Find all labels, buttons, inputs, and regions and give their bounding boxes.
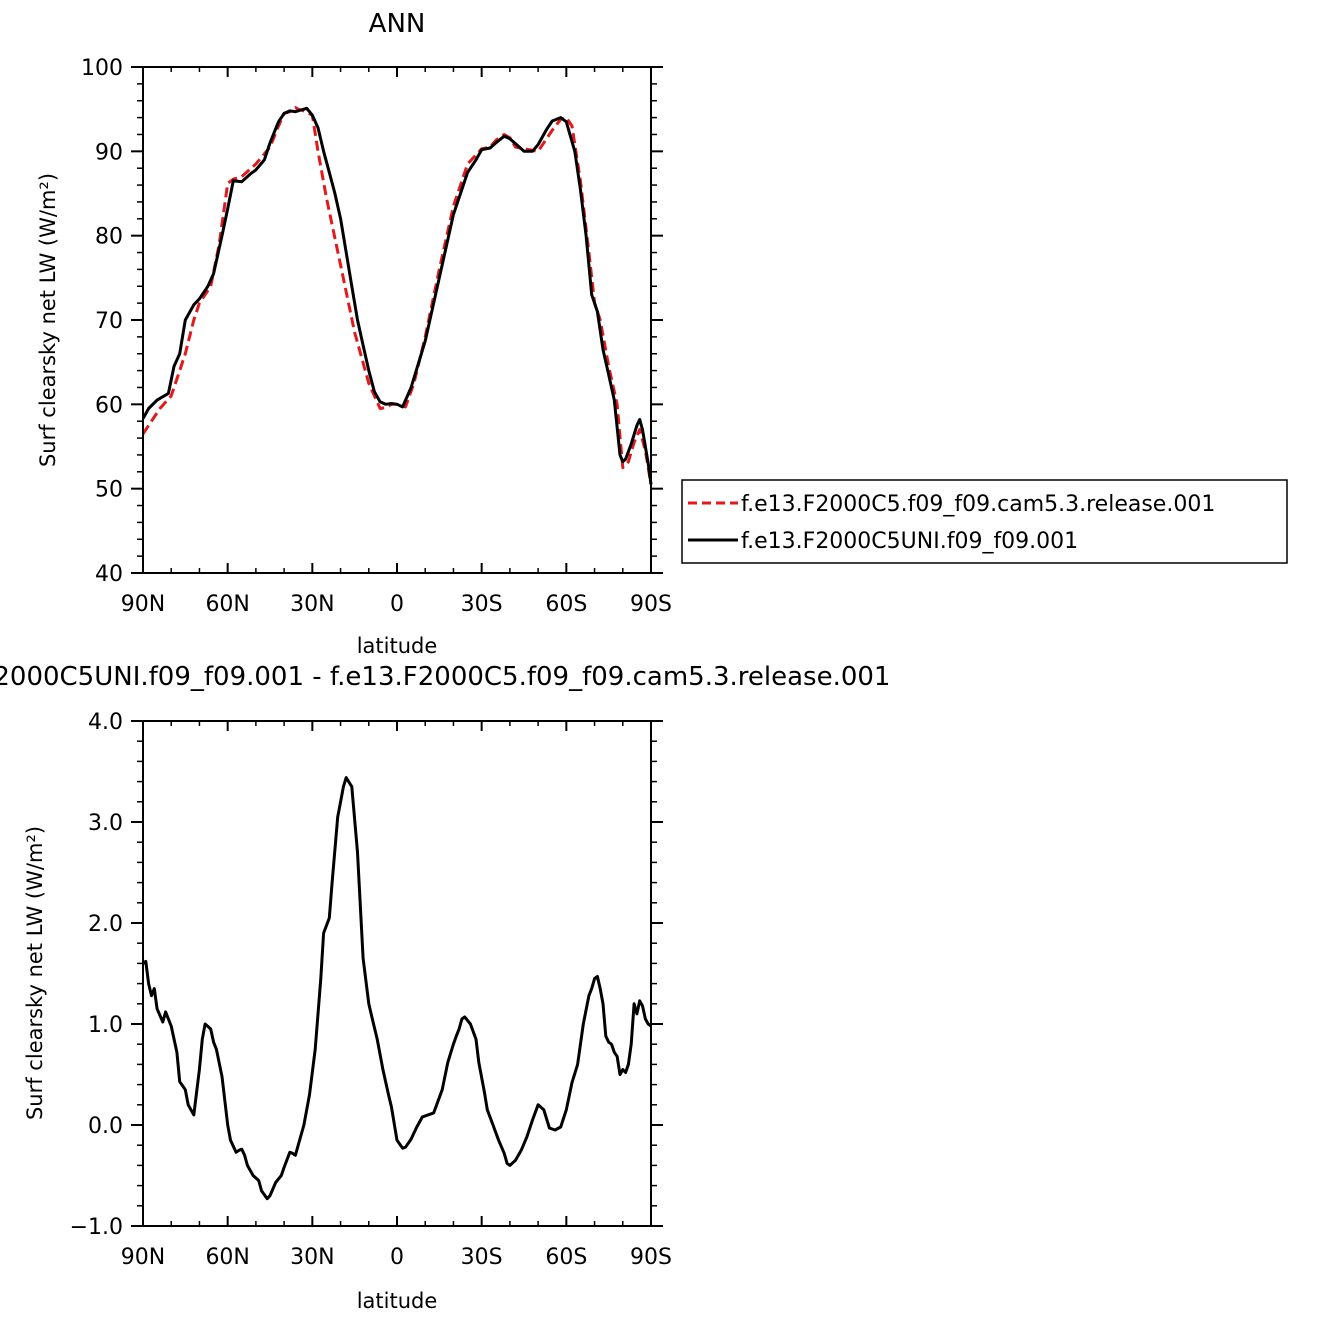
- y-axis-label: Surf clearsky net LW (W/m²): [23, 826, 47, 1120]
- tick-marks: [131, 66, 663, 574]
- series-line-solid-1: [141, 106, 653, 485]
- x-tick-label: 90N: [121, 592, 165, 617]
- tick-marks: [131, 720, 663, 1227]
- y-tick-labels: 40 50 60 70 80 90 100: [81, 56, 123, 587]
- x-tick-labels: 90N 60N 30N 0 30S 60S 90S: [121, 592, 672, 617]
- x-tick-label: 60S: [545, 592, 587, 617]
- x-axis-label: latitude: [357, 1289, 438, 1313]
- y-axis-label: Surf clearsky net LW (W/m²): [36, 173, 60, 467]
- x-tick-label: 90S: [630, 592, 672, 617]
- plot-frame: [142, 66, 652, 574]
- legend-label-release: f.e13.F2000C5.f09_f09.cam5.3.release.001: [741, 492, 1215, 517]
- x-tick-label: 30S: [461, 1245, 503, 1270]
- y-tick-label: 70: [95, 309, 123, 334]
- y-tick-label: 0.0: [88, 1114, 123, 1139]
- x-tick-label: 90N: [121, 1245, 165, 1270]
- legend-box: [681, 479, 1288, 564]
- x-tick-label: 30N: [290, 1245, 334, 1270]
- x-tick-label: 0: [390, 1245, 404, 1270]
- y-tick-label: −1.0: [70, 1215, 123, 1240]
- x-tick-label: 60S: [545, 1245, 587, 1270]
- series-line-solid-0: [142, 776, 652, 1201]
- series-lines: [142, 776, 652, 1201]
- y-tick-labels: −1.0 0.0 1.0 2.0 3.0 4.0: [70, 710, 123, 1240]
- x-tick-label: 60N: [205, 592, 249, 617]
- legend-label-uni: f.e13.F2000C5UNI.f09_f09.001: [741, 529, 1078, 554]
- y-tick-label: 4.0: [88, 710, 123, 735]
- y-tick-label: 1.0: [88, 1013, 123, 1038]
- legend: f.e13.F2000C5.f09_f09.cam5.3.release.001…: [681, 479, 1288, 564]
- y-tick-label: 3.0: [88, 811, 123, 836]
- y-tick-label: 90: [95, 140, 123, 165]
- panel-annual-mean: ANN 90N 60N 30N 0 30S 60S 90S 405060708090100 …: [36, 9, 1288, 658]
- y-tick-label: 40: [95, 562, 123, 587]
- y-tick-label: 2.0: [88, 912, 123, 937]
- x-tick-label: 30S: [461, 592, 503, 617]
- x-tick-label: 90S: [630, 1245, 672, 1270]
- x-axis-label: latitude: [357, 634, 438, 658]
- chart-title: ANN: [369, 9, 426, 39]
- difference-title: f.e13.F2000C5UNI.f09_f09.001 - f.e13.F20…: [0, 662, 890, 692]
- series-lines: [141, 106, 653, 485]
- x-tick-labels: 90N 60N 30N 0 30S 60S 90S: [121, 1245, 672, 1270]
- y-tick-label: 50: [95, 478, 123, 503]
- y-tick-label: 60: [95, 393, 123, 418]
- x-tick-label: 60N: [205, 1245, 249, 1270]
- panel-difference: f.e13.F2000C5UNI.f09_f09.001 - f.e13.F20…: [0, 662, 890, 1313]
- y-tick-label: 80: [95, 225, 123, 250]
- x-tick-label: 30N: [290, 592, 334, 617]
- y-tick-label: 100: [81, 56, 123, 81]
- series-line-dashed-0: [141, 106, 653, 485]
- x-tick-label: 0: [390, 592, 404, 617]
- plot-frame: [142, 720, 652, 1227]
